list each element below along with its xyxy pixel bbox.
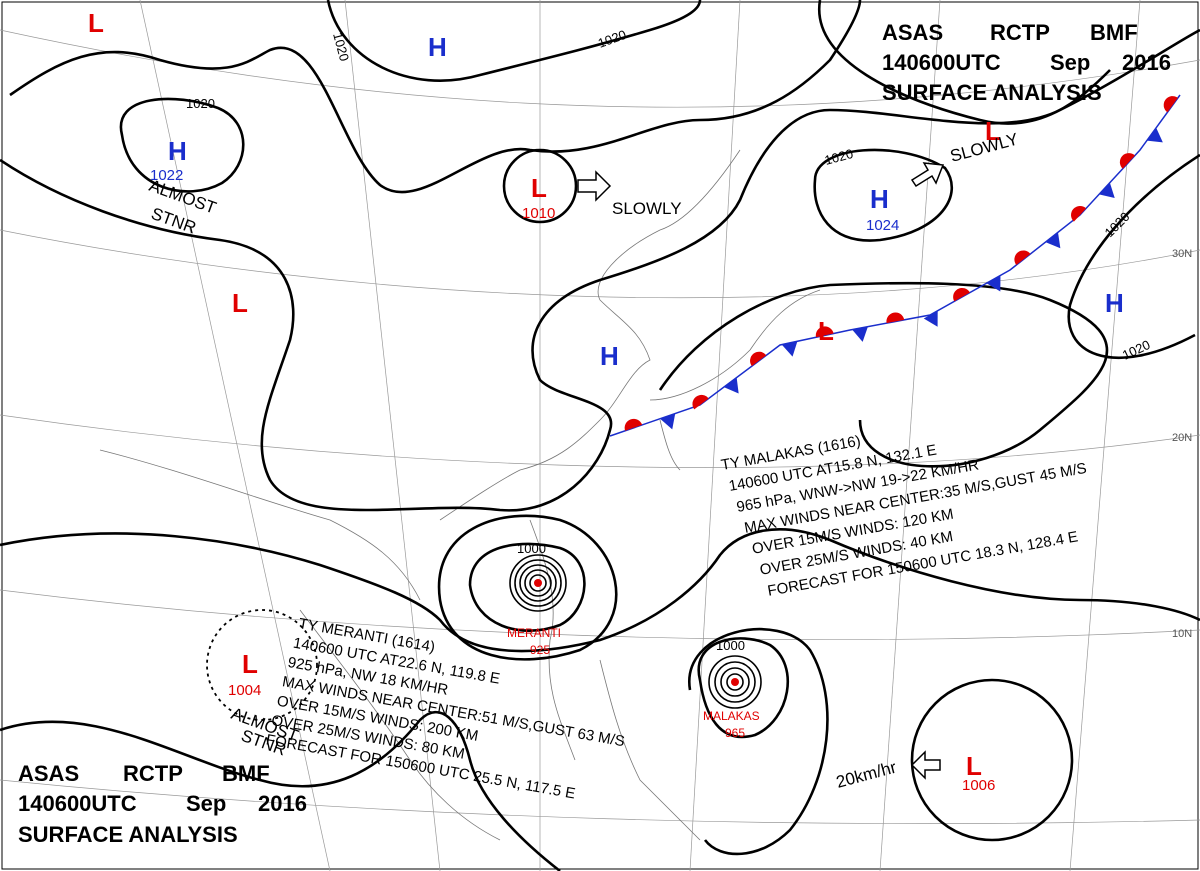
typhoon-labels: MERANTI 925 MALAKAS 965 <box>507 626 760 740</box>
front-symbol <box>1071 205 1087 222</box>
header-word: ASAS <box>882 20 943 45</box>
front-symbol <box>886 312 905 324</box>
coastline <box>99 149 821 841</box>
front-symbol <box>1163 96 1178 113</box>
header-word: 140600UTC <box>18 791 137 816</box>
front-symbol <box>660 413 676 430</box>
typhoon-rings <box>509 554 762 709</box>
isobar-label: 1020 <box>823 146 855 168</box>
front-symbol <box>852 326 868 342</box>
low-symbol: L <box>985 116 1001 146</box>
header-bottom: ASAS RCTP BMF 140600UTC Sep 2016 SURFACE… <box>18 761 307 847</box>
low-symbol: L <box>531 173 547 203</box>
isobar-label: 1020 <box>330 31 352 63</box>
front-symbol <box>986 275 1001 292</box>
front-symbol <box>1099 182 1115 199</box>
pressure-value: 1006 <box>962 777 995 794</box>
header-word: RCTP <box>990 20 1050 45</box>
front-symbol <box>624 418 643 431</box>
typhoon-name: MERANTI <box>507 626 561 640</box>
low-symbol: L <box>88 8 104 38</box>
pressure-value: 1022 <box>150 167 183 184</box>
pressure-centers: L H H 1022 L 1010 H 1024 L L H H L L 100… <box>88 8 1124 794</box>
front-symbol <box>781 341 798 357</box>
header-word: 2016 <box>258 791 307 816</box>
front-symbol <box>692 394 709 410</box>
front-symbol <box>723 377 739 394</box>
low-symbol: L <box>966 751 982 781</box>
pressure-value: 1010 <box>522 205 555 222</box>
latitude-label: 10N <box>1172 628 1192 640</box>
high-symbol: H <box>600 341 619 371</box>
header-line: SURFACE ANALYSIS <box>882 80 1102 105</box>
high-symbol: H <box>870 184 889 214</box>
header-line: SURFACE ANALYSIS <box>18 822 238 847</box>
low-symbol: L <box>232 288 248 318</box>
header-word: Sep <box>186 791 226 816</box>
front-symbol <box>815 326 834 338</box>
front-symbol <box>1146 127 1163 143</box>
header-word: BMF <box>1090 20 1138 45</box>
front-symbol <box>953 287 970 302</box>
low-symbol: L <box>242 649 258 679</box>
latitude-labels: 30N 20N 10N <box>1172 248 1192 640</box>
low-symbol: L <box>818 316 834 346</box>
high-symbol: H <box>428 32 447 62</box>
stationary-front <box>609 94 1181 437</box>
front-symbol <box>1014 250 1031 266</box>
header-top: ASAS RCTP BMF 140600UTC Sep 2016 SURFACE… <box>882 20 1171 105</box>
isobar-label: 1020 <box>186 96 215 111</box>
high-symbol: H <box>168 136 187 166</box>
typhoon-name: MALAKAS <box>703 709 760 723</box>
motion-arrows <box>577 162 945 780</box>
header-word: Sep <box>1050 50 1090 75</box>
front-symbol <box>923 310 938 327</box>
isobar-label: 1000 <box>716 638 745 653</box>
pressure-value: 1024 <box>866 217 899 234</box>
latitude-label: 30N <box>1172 248 1192 260</box>
typhoon-pressure: 965 <box>725 726 745 740</box>
pressure-value: 1004 <box>228 682 261 699</box>
header-word: BMF <box>222 761 270 786</box>
header-word: 140600UTC <box>882 50 1001 75</box>
front-line <box>609 94 1181 437</box>
front-symbol <box>1119 153 1135 169</box>
front-symbol <box>750 351 767 367</box>
header-word: ASAS <box>18 761 79 786</box>
high-symbol: H <box>1105 288 1124 318</box>
latitude-label: 20N <box>1172 432 1192 444</box>
header-word: 2016 <box>1122 50 1171 75</box>
header-word: RCTP <box>123 761 183 786</box>
isobar-label: 1000 <box>517 541 546 556</box>
front-symbol <box>1045 232 1061 249</box>
typhoon-pressure: 925 <box>530 643 550 657</box>
annotation: SLOWLY <box>612 199 682 218</box>
